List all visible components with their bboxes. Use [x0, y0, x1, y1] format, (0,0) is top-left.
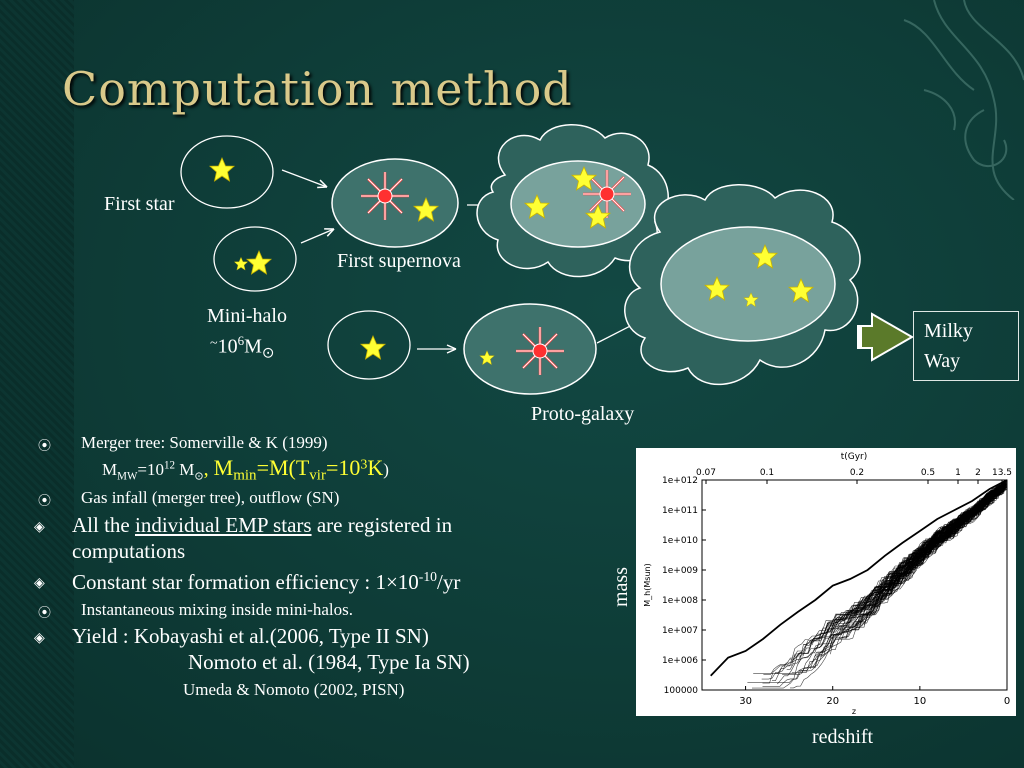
y-tick-label: 1e+011 — [662, 506, 698, 516]
merger-tree-track — [790, 486, 1007, 661]
diamond-bullet-icon: ◈ — [34, 519, 45, 535]
supernova-halo-lower — [463, 303, 597, 395]
top-tick-label: 2 — [975, 468, 981, 478]
bullet-emp-stars: All the individual EMP stars are registe… — [72, 513, 453, 537]
y-tick-label: 1e+012 — [662, 476, 698, 486]
first-supernova-halo — [331, 158, 459, 248]
mini-halo-single — [327, 310, 411, 380]
corner-ornament — [903, 0, 1024, 200]
plot-frame — [701, 479, 1008, 691]
diamond-bullet-icon: ◈ — [34, 630, 45, 646]
cloud-halo-upper — [476, 124, 669, 278]
slide-title: Computation method — [62, 62, 573, 116]
redshift-axis-label: redshift — [812, 726, 874, 748]
merger-tree-track — [890, 487, 1006, 576]
inner-x-axis-label: z — [852, 707, 856, 716]
circle-bullet-icon: ⦿ — [38, 494, 52, 509]
merger-tree-track — [854, 485, 1005, 626]
main-progenitor-track — [710, 479, 1008, 677]
merger-tree-track — [890, 488, 1006, 594]
mini-halo-label: Mini-halo — [207, 305, 287, 327]
x-tick-label: 30 — [739, 696, 752, 707]
bullet-yield: Yield : Kobayashi et al.(2006, Type II S… — [72, 624, 429, 648]
proto-galaxy-cloud — [624, 184, 861, 386]
x-tick-label: 0 — [1004, 696, 1010, 707]
bullet-merger-tree: Merger tree: Somerville & K (1999) — [81, 433, 328, 452]
bullet-mixing: Instantaneous mixing inside mini-halos. — [81, 600, 353, 619]
merger-tree-track — [905, 487, 1007, 582]
x-tick-label: 20 — [826, 696, 839, 707]
top-tick-label: 0.07 — [696, 468, 716, 478]
mass-assembly-plot: 1e+012 1e+011 1e+010 1e+009 1e+008 1e+007 1e+0… — [636, 448, 1016, 716]
plot-canvas: 1e+012 1e+011 1e+010 1e+009 1e+008 1e+007 1e+0… — [643, 452, 1012, 716]
milky-way-arrow — [857, 312, 915, 362]
bullet-merger-tree-detail: MMW=1012 M⊙, Mmin=M(Tvir=103K) — [102, 455, 389, 484]
top-tick-label: 13.5 — [992, 468, 1012, 478]
merger-tree-track — [829, 485, 1005, 639]
circle-bullet-icon: ⦿ — [38, 606, 52, 621]
top-tick-label: 0.2 — [850, 468, 864, 478]
y-tick-label: 100000 — [664, 686, 699, 696]
top-axis-title: t(Gyr) — [841, 452, 868, 462]
y-tick-label: 1e+009 — [662, 566, 698, 576]
inner-y-axis-label: M_h(Msun) — [643, 563, 652, 606]
bullet-emp-stars-line2: computations — [72, 539, 186, 563]
merger-tree-track — [928, 480, 1006, 547]
proto-galaxy-label: Proto-galaxy — [531, 403, 635, 425]
bullet-list: ⦿ Merger tree: Somerville & K (1999) MMW… — [34, 433, 470, 699]
milky-way-box: Milky Way — [913, 311, 1019, 381]
merger-tree-track — [830, 482, 1005, 655]
x-tick-label: 10 — [913, 696, 926, 707]
top-tick-label: 0.1 — [760, 468, 774, 478]
merger-tree-track — [895, 484, 1004, 573]
milky-way-label-line2: Way — [924, 350, 961, 372]
merger-tree-track — [860, 487, 1004, 611]
circle-bullet-icon: ⦿ — [38, 439, 52, 454]
left-decorative-band — [0, 0, 74, 768]
diamond-bullet-icon: ◈ — [34, 575, 45, 591]
bullet-gas-infall: Gas infall (merger tree), outflow (SN) — [81, 488, 340, 507]
merger-tree-track — [842, 486, 1007, 622]
bullet-yield-line2: Nomoto et al. (1984, Type Ia SN) — [188, 650, 470, 674]
first-supernova-label: First supernova — [337, 250, 461, 272]
mini-halo-pair — [213, 226, 297, 292]
mini-halo-mass-label: ~106M⊙ — [210, 333, 275, 362]
bullet-sfe: Constant star formation efficiency : 1×1… — [72, 569, 461, 594]
top-tick-label: 0.5 — [921, 468, 935, 478]
bullet-yield-line3: Umeda & Nomoto (2002, PISN) — [183, 680, 405, 699]
halo-merger-diagram — [180, 124, 915, 395]
y-tick-label: 1e+007 — [662, 626, 698, 636]
first-star-label: First star — [104, 193, 175, 215]
y-tick-label: 1e+006 — [662, 656, 698, 666]
first-star-halo — [180, 135, 274, 209]
y-tick-label: 1e+008 — [662, 596, 698, 606]
y-tick-label: 1e+010 — [662, 536, 698, 546]
milky-way-label-line1: Milky — [924, 320, 973, 342]
top-tick-label: 1 — [955, 468, 961, 478]
